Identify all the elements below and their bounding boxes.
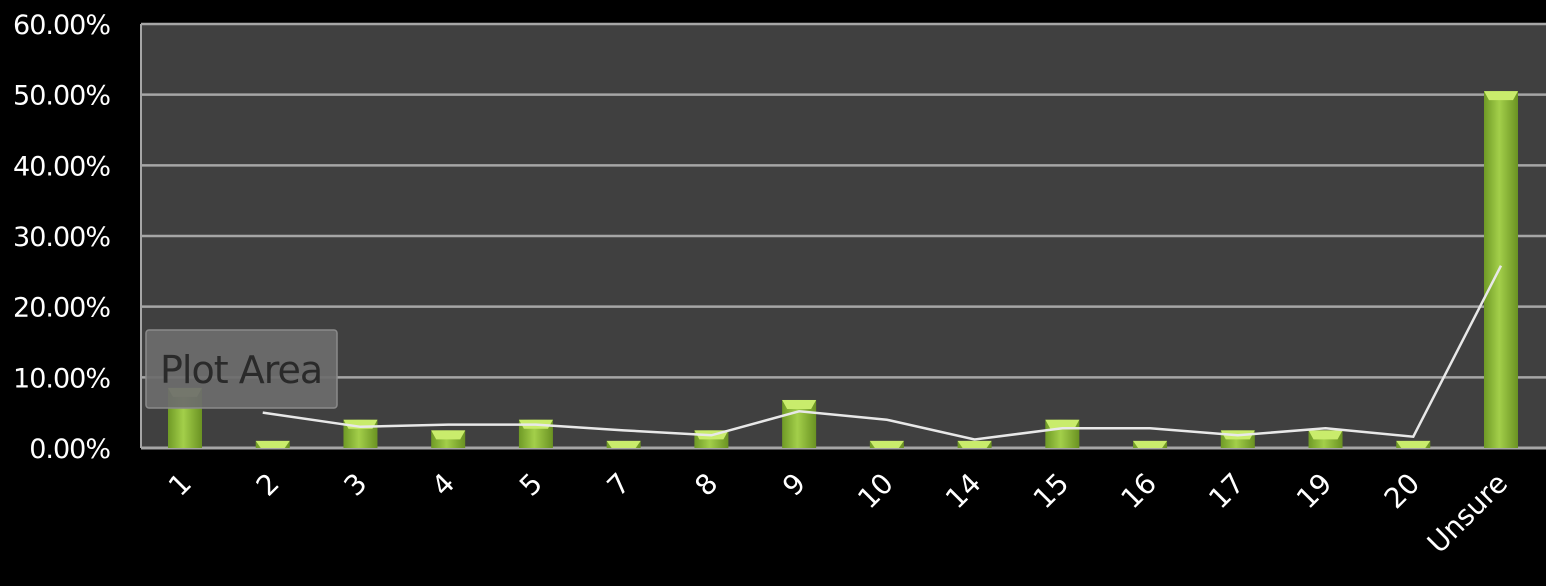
bar-body [1484,91,1518,448]
bar[interactable] [782,399,817,448]
x-tick-label: 16 [1114,467,1163,516]
bar[interactable] [1045,419,1080,448]
y-tick-label: 30.00% [13,222,110,253]
x-tick-label: 15 [1027,467,1076,516]
bar-top [1045,419,1080,429]
x-tick-label: 10 [851,467,900,516]
x-tick-label: 20 [1378,467,1427,516]
x-tick-label: 2 [250,467,286,503]
bar[interactable] [957,440,992,448]
bar-top [1396,440,1431,448]
bar[interactable] [1308,430,1343,448]
x-tick-label: Unsure [1421,467,1514,560]
y-tick-label: 10.00% [13,363,110,394]
bar-top [1133,440,1168,448]
bar-top [431,430,466,440]
x-tick-label: 9 [776,467,812,503]
bar-top [255,440,290,448]
bar[interactable] [869,440,904,448]
bar-top [606,440,641,448]
bar-top [1484,91,1518,101]
x-tick-label: 14 [939,467,988,516]
bar-top [869,440,904,448]
bar[interactable] [1133,440,1168,448]
x-tick-label: 19 [1290,467,1339,516]
bar[interactable] [1396,440,1431,448]
bar[interactable] [1484,91,1518,448]
plot-area-tooltip-label: Plot Area [160,348,322,392]
bar-top [782,399,817,409]
bar[interactable] [431,430,466,448]
bar[interactable] [255,440,290,448]
y-tick-label: 60.00% [13,10,110,41]
y-tick-label: 50.00% [13,81,110,112]
x-tick-label: 8 [688,467,724,503]
x-tick-label: 4 [425,467,461,503]
plot-area-tooltip: Plot Area [145,329,338,409]
x-tick-label: 5 [513,467,549,503]
x-tick-label: 1 [162,467,198,503]
trendline-series[interactable] [262,265,1503,441]
bar-top [957,440,992,448]
bar-top [1308,430,1343,440]
y-tick-label: 0.00% [29,434,110,465]
x-tick-label: 3 [337,467,373,503]
bar[interactable] [606,440,641,448]
bar[interactable] [1220,430,1255,448]
y-tick-label: 20.00% [13,293,110,324]
x-tick-label: 17 [1202,467,1251,516]
y-tick-label: 40.00% [13,151,110,182]
x-tick-label: 7 [601,467,637,503]
y-axis: 0.00% 10.00% 20.00% 30.00% 40.00% 50.00% 60.00… [13,10,111,465]
trendline [262,265,1503,441]
